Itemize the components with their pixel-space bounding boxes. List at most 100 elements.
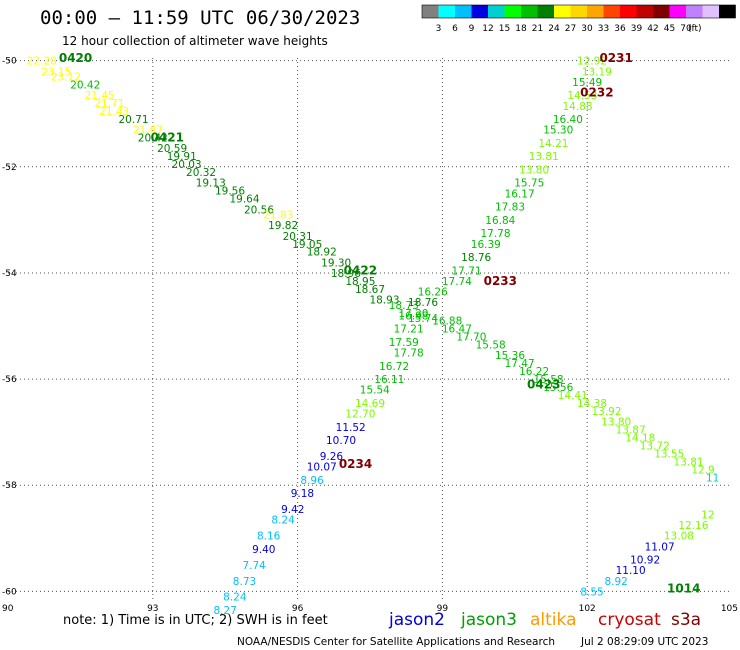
wave-height-label: 15.56 [543,382,573,394]
wave-height-label: 16.11 [374,374,404,386]
colorbar-swatch [438,5,455,18]
chart-title: 00:00 – 11:59 UTC 06/30/2023 [40,7,360,29]
wave-height-label: 20.03 [172,159,202,171]
wave-height-label: 17.74 [442,276,472,288]
chart-subtitle: 12 hour collection of altimeter wave hei… [62,34,328,48]
wave-height-label: 17.78 [394,348,424,360]
colorbar-swatch [653,5,670,18]
wave-height-label: 19.30 [321,257,351,269]
wave-height-label: 15.58 [476,340,506,352]
wave-height-label: 21.43 [99,106,129,118]
wave-height-label: 8.24 [223,592,247,604]
wave-height-label: 16.98 [398,310,428,322]
colorbar-tick-label: 42 [647,24,658,34]
generation-timestamp: Jul 2 08:29:09 UTC 2023 [580,636,708,648]
colorbar-swatch [455,5,472,18]
wave-height-label: 13.87 [616,425,646,437]
wave-height-label: 11.52 [336,422,366,434]
wave-height-label: 7.74 [242,560,266,572]
wave-height-label: 18.95 [345,276,375,288]
wave-height-label: 12 [701,509,714,521]
wave-height-label: 13.80 [601,417,631,429]
y-tick-label: -60 [2,587,17,597]
wave-height-label: 16.84 [485,215,515,227]
satellite-legend-s3a: s3a [671,610,701,630]
wave-height-label: 16.47 [442,324,472,336]
wave-height-label: 17.70 [456,332,486,344]
wave-height-label: 8.92 [604,576,627,588]
x-tick-label: 90 [2,604,14,614]
wave-height-label: 15.36 [495,350,525,362]
wave-height-label: 14.21 [538,138,568,150]
wave-height-label: 8.73 [233,576,256,588]
wave-height-label: 13.81 [529,151,559,163]
pass-time-label: 0231 [599,51,632,65]
wave-height-label: 18.96 [331,268,361,280]
pass-time-label: 0421 [151,131,184,145]
wave-height-label: 18.93 [369,294,399,306]
wave-height-label: 18.76 [461,252,491,264]
x-tick-label: 93 [147,604,158,614]
colorbar-tick-label: 27 [565,24,576,34]
wave-height-label: 16.17 [505,188,535,200]
wave-height-labels: 22.2823.1523.1220.4221.4521.7121.4320.71… [27,56,720,617]
satellite-legend-altika: altika [530,610,577,630]
wave-height-label: 9.42 [281,504,304,516]
colorbar-tick-label: 12 [482,24,493,34]
wave-height-label: 17.20 [398,308,428,320]
wave-height-label: 17.21 [394,324,424,336]
wave-height-label: 21.45 [85,90,115,102]
x-tick-label: 105 [721,604,738,614]
wave-height-label: 8.27 [214,605,237,617]
colorbar-swatch [554,5,571,18]
wave-height-label: 20.71 [118,114,148,126]
pass-time-label: 0420 [59,51,92,65]
wave-height-label: 14.18 [625,432,655,444]
wave-height-label: 16.88 [432,316,462,328]
wave-height-label: 14.69 [355,398,385,410]
pass-time-label: 0233 [484,274,517,288]
colorbar-tick-label: 6 [452,24,458,34]
wave-height-label: 19.82 [268,220,298,232]
wave-height-label: 10.07 [307,462,337,474]
wave-height-label: 10.70 [326,435,356,447]
colorbar-tick-label: 18 [515,24,527,34]
colorbar-swatch [587,5,604,18]
wave-height-label: 8.24 [271,515,295,527]
colorbar-legend: 3 6 9 12 15 18 21 24 27 30 33 36 39 42 45 70(ft) [421,4,736,34]
y-tick-label: -56 [2,375,17,385]
wave-height-label: 13.72 [640,440,670,452]
wave-height-label: 21.71 [94,98,124,110]
wave-height-label: 8.16 [257,531,281,543]
colorbar-swatch [669,5,686,18]
wave-height-label: 12.16 [678,520,708,532]
colorbar-swatch [471,5,488,18]
wave-height-label: 19.56 [215,186,245,198]
wave-height-label: 13.80 [519,164,549,176]
wave-height-label: 20.42 [138,133,168,145]
colorbar-swatch [636,5,653,18]
wave-height-label: 8.55 [580,586,603,598]
y-tick-label: -52 [2,163,17,173]
wave-height-label: 19.91 [167,151,197,163]
colorbar-swatch [702,5,719,18]
wave-height-label: 16.39 [471,239,501,251]
colorbar-tick-label: 36 [614,24,626,34]
footer-note: note: 1) Time is in UTC; 2) SWH is in fe… [63,613,328,628]
y-tick-label: -50 [2,57,17,67]
wave-height-label: 19.64 [229,194,259,206]
colorbar-swatch [603,5,620,18]
wave-height-label: 15.49 [572,77,602,89]
gridlines [8,58,732,602]
wave-height-label: 9.40 [252,544,275,556]
colorbar-swatch [521,5,538,18]
wave-height-label: 23.12 [51,72,81,84]
wave-height-label: 9.18 [291,488,314,500]
wave-height-label: 18.67 [355,284,385,296]
wave-height-label: 12.92 [577,56,607,68]
colorbar-tick-label: 33 [598,24,609,34]
wave-height-label: 13.08 [664,531,694,543]
x-tick-label: 99 [437,604,449,614]
colorbar-swatch [719,5,736,18]
x-tick-label: 96 [292,604,304,614]
